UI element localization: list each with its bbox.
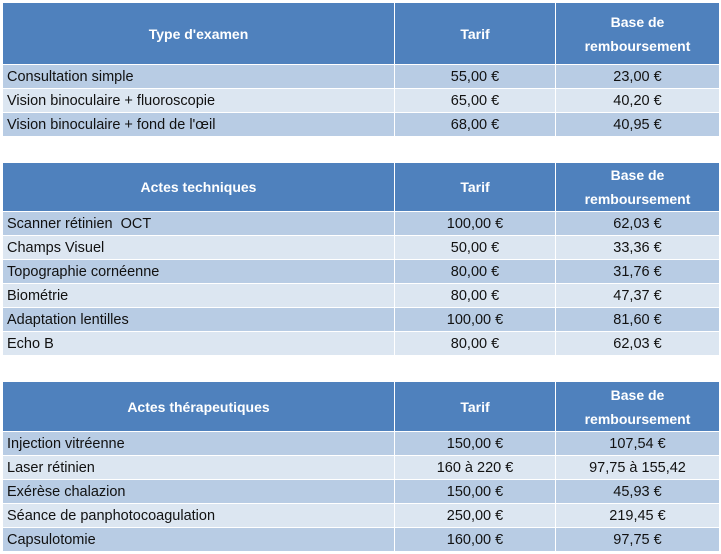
table-row: Adaptation lentilles 100,00 € 81,60 € [2, 307, 720, 332]
exam-type-table: Type d'examen Tarif Base de remboursemen… [2, 2, 720, 137]
row-label: Capsulotomie [2, 527, 395, 552]
row-label: Injection vitréenne [2, 431, 395, 456]
row-label: Topographie cornéenne [2, 259, 395, 284]
table-row: Vision binoculaire + fluoroscopie 65,00 … [2, 88, 720, 113]
technical-acts-table: Actes techniques Tarif Base de rembourse… [2, 162, 720, 356]
table-row: Séance de panphotocoagulation 250,00 € 2… [2, 503, 720, 528]
row-tarif: 80,00 € [394, 331, 556, 356]
row-label: Exérèse chalazion [2, 479, 395, 504]
header-base-remboursement: Base de remboursement [555, 162, 720, 212]
row-base: 97,75 à 155,42 [555, 455, 720, 480]
header-base-remboursement: Base de remboursement [555, 2, 720, 65]
header-exam-type: Type d'examen [2, 2, 395, 65]
header-tarif: Tarif [394, 381, 556, 432]
row-tarif: 100,00 € [394, 307, 556, 332]
row-label: Vision binoculaire + fluoroscopie [2, 88, 395, 113]
header-tarif: Tarif [394, 2, 556, 65]
row-base: 40,20 € [555, 88, 720, 113]
row-label: Consultation simple [2, 64, 395, 89]
row-label: Biométrie [2, 283, 395, 308]
row-base: 107,54 € [555, 431, 720, 456]
row-label: Scanner rétinien OCT [2, 211, 395, 236]
row-base: 62,03 € [555, 331, 720, 356]
table-row: Biométrie 80,00 € 47,37 € [2, 283, 720, 308]
row-base: 62,03 € [555, 211, 720, 236]
row-tarif: 55,00 € [394, 64, 556, 89]
row-base: 23,00 € [555, 64, 720, 89]
row-label: Champs Visuel [2, 235, 395, 260]
row-tarif: 150,00 € [394, 479, 556, 504]
row-label: Adaptation lentilles [2, 307, 395, 332]
row-base: 40,95 € [555, 112, 720, 137]
table-row: Laser rétinien 160 à 220 € 97,75 à 155,4… [2, 455, 720, 480]
row-base: 47,37 € [555, 283, 720, 308]
row-tarif: 150,00 € [394, 431, 556, 456]
row-base: 97,75 € [555, 527, 720, 552]
row-base: 31,76 € [555, 259, 720, 284]
header-base-remboursement: Base de remboursement [555, 381, 720, 432]
table-header-row: Type d'examen Tarif Base de remboursemen… [2, 2, 720, 65]
table-header-row: Actes techniques Tarif Base de rembourse… [2, 162, 720, 212]
row-base: 33,36 € [555, 235, 720, 260]
therapeutic-acts-table: Actes thérapeutiques Tarif Base de rembo… [2, 381, 720, 552]
table-row: Champs Visuel 50,00 € 33,36 € [2, 235, 720, 260]
header-actes-techniques: Actes techniques [2, 162, 395, 212]
row-tarif: 65,00 € [394, 88, 556, 113]
table-row: Echo B 80,00 € 62,03 € [2, 331, 720, 356]
table-row: Exérèse chalazion 150,00 € 45,93 € [2, 479, 720, 504]
table-row: Topographie cornéenne 80,00 € 31,76 € [2, 259, 720, 284]
row-tarif: 250,00 € [394, 503, 556, 528]
row-base: 219,45 € [555, 503, 720, 528]
row-label: Vision binoculaire + fond de l'œil [2, 112, 395, 137]
row-label: Echo B [2, 331, 395, 356]
row-base: 81,60 € [555, 307, 720, 332]
table-row: Injection vitréenne 150,00 € 107,54 € [2, 431, 720, 456]
header-actes-therapeutiques: Actes thérapeutiques [2, 381, 395, 432]
table-row: Vision binoculaire + fond de l'œil 68,00… [2, 112, 720, 137]
table-row: Consultation simple 55,00 € 23,00 € [2, 64, 720, 89]
table-row: Capsulotomie 160,00 € 97,75 € [2, 527, 720, 552]
row-tarif: 80,00 € [394, 283, 556, 308]
row-tarif: 100,00 € [394, 211, 556, 236]
row-tarif: 50,00 € [394, 235, 556, 260]
table-header-row: Actes thérapeutiques Tarif Base de rembo… [2, 381, 720, 432]
row-label: Laser rétinien [2, 455, 395, 480]
row-base: 45,93 € [555, 479, 720, 504]
row-tarif: 160 à 220 € [394, 455, 556, 480]
table-row: Scanner rétinien OCT 100,00 € 62,03 € [2, 211, 720, 236]
row-tarif: 68,00 € [394, 112, 556, 137]
row-tarif: 80,00 € [394, 259, 556, 284]
row-tarif: 160,00 € [394, 527, 556, 552]
header-tarif: Tarif [394, 162, 556, 212]
row-label: Séance de panphotocoagulation [2, 503, 395, 528]
